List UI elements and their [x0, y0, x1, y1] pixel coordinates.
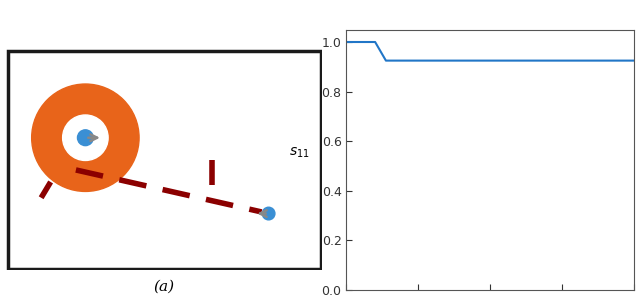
Circle shape	[77, 130, 93, 146]
Y-axis label: $s_{11}$: $s_{11}$	[289, 145, 310, 160]
Circle shape	[262, 207, 275, 220]
Circle shape	[31, 84, 139, 192]
Text: (a): (a)	[154, 279, 175, 293]
Circle shape	[63, 115, 108, 160]
